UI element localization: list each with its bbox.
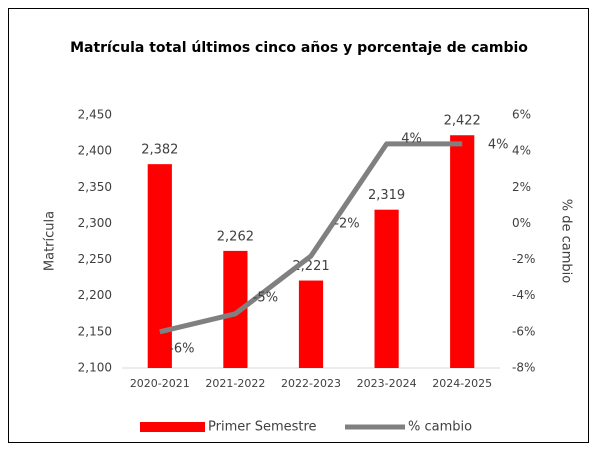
legend-label: % cambio — [408, 420, 472, 435]
y2-tick-label: -6% — [512, 324, 535, 338]
y-tick-label: 2,100 — [78, 361, 112, 375]
x-tick-label: 2023-2024 — [357, 377, 417, 390]
y2-tick-label: 2% — [512, 180, 531, 194]
y-tick-label: 2,350 — [78, 180, 112, 194]
legend-label: Primer Semestre — [208, 420, 317, 435]
bar — [298, 280, 324, 368]
bar — [147, 164, 172, 368]
line-value-label: -2% — [334, 216, 359, 231]
bar — [450, 135, 475, 368]
y-tick-label: 2,400 — [78, 144, 112, 158]
legend-swatch — [140, 422, 205, 432]
bar-value-label: 2,319 — [368, 188, 405, 203]
y2-tick-label: 4% — [512, 144, 531, 158]
y2-axis-title: % de cambio — [559, 199, 574, 284]
line-value-label: 4% — [488, 137, 509, 152]
line — [159, 141, 463, 335]
chart-frame — [8, 8, 589, 443]
y2-tick-label: -8% — [512, 361, 535, 375]
y2-tick-label: -2% — [512, 252, 535, 266]
chart-title: Matrícula total últimos cinco años y por… — [70, 40, 528, 56]
x-tick-label: 2024-2025 — [432, 377, 492, 390]
bar — [374, 209, 399, 368]
bar-value-label: 2,262 — [217, 229, 254, 244]
line-value-label: 4% — [401, 131, 422, 146]
y-tick-label: 2,250 — [78, 252, 112, 266]
line-value-label: -5% — [253, 290, 278, 305]
bar-value-label: 2,382 — [141, 143, 178, 158]
x-tick-label: 2020-2021 — [130, 377, 190, 390]
x-tick-label: 2022-2023 — [281, 377, 341, 390]
line-value-label: -6% — [169, 341, 194, 356]
y2-tick-label: -4% — [512, 288, 535, 302]
y-tick-label: 2,150 — [78, 324, 112, 338]
y-axis-title: Matrícula — [43, 211, 58, 271]
y2-tick-label: 0% — [512, 216, 531, 230]
y-tick-label: 2,450 — [78, 108, 112, 122]
y-tick-label: 2,300 — [78, 216, 112, 230]
y2-tick-label: 6% — [512, 108, 531, 122]
bar-value-label: 2,422 — [444, 114, 481, 129]
x-tick-label: 2021-2022 — [205, 377, 265, 390]
y-tick-label: 2,200 — [78, 288, 112, 302]
